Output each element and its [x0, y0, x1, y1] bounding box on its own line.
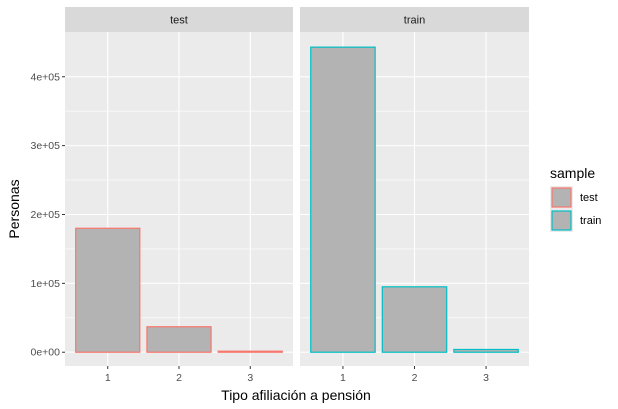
facet-strip-label: train — [404, 15, 425, 27]
legend-key-test — [551, 187, 572, 208]
bar-train-1 — [310, 46, 376, 353]
y-tick-label: 2e+05 — [31, 209, 61, 221]
legend: sample test train — [550, 165, 601, 232]
facet-strip-label: test — [170, 15, 188, 27]
facet-strip — [65, 7, 293, 32]
y-tick-label: 0e+00 — [31, 347, 61, 359]
panels-layer: test 1 2 3 train 1 2 3 — [65, 7, 529, 384]
facet-panel-train: train 1 2 3 — [300, 7, 529, 384]
x-tick-label: 3 — [247, 372, 253, 384]
bar-test-2 — [146, 326, 212, 353]
bar-test-3 — [217, 350, 283, 353]
x-tick-label: 2 — [412, 372, 418, 384]
legend-label-train: train — [580, 215, 601, 227]
bar-train-2 — [381, 286, 448, 353]
y-axis: 0e+00 1e+05 2e+05 3e+05 4e+05 — [31, 71, 65, 359]
facet-strip — [300, 7, 529, 32]
x-tick-label: 1 — [340, 372, 346, 384]
bar-train-3 — [453, 348, 519, 353]
x-tick-label: 2 — [176, 372, 182, 384]
legend-title: sample — [550, 165, 595, 181]
x-tick-label: 3 — [483, 372, 489, 384]
x-tick-label: 1 — [105, 372, 111, 384]
legend-label-test: test — [580, 192, 598, 204]
y-tick-label: 4e+05 — [31, 71, 61, 83]
facet-panel-test: test 1 2 3 — [65, 7, 293, 384]
legend-key-train — [551, 210, 572, 231]
y-tick-label: 1e+05 — [31, 278, 61, 290]
x-axis-title: Tipo afiliación a pensión — [221, 387, 371, 403]
y-tick-label: 3e+05 — [31, 140, 61, 152]
bar-test-1 — [75, 227, 141, 353]
y-axis-title: Personas — [6, 179, 22, 238]
